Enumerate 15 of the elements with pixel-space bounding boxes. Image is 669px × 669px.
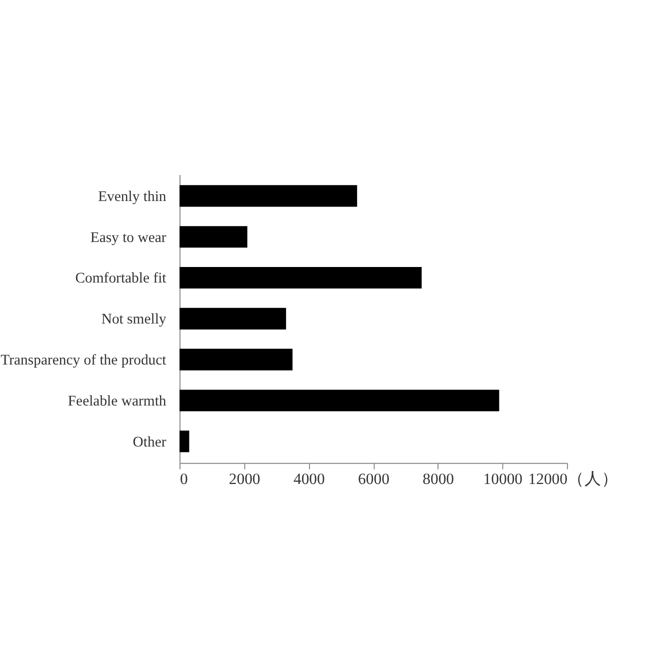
x-axis-title: （人）: [567, 468, 618, 488]
y-tick-label: Easy to wear: [90, 230, 166, 246]
x-tick-label: 6000: [358, 470, 390, 488]
y-tick-label: Feelable warmth: [68, 393, 167, 410]
x-tick-label: 12000: [528, 470, 568, 488]
x-tick-label: 10000: [483, 470, 523, 488]
y-tick-label: Other: [132, 434, 166, 450]
x-tick-label: 2000: [228, 470, 260, 488]
y-tick-label: Comfortable fit: [75, 270, 166, 287]
x-tick-label: 0: [180, 470, 188, 488]
x-tick-label: 4000: [293, 470, 326, 488]
y-tick-label: Not smelly: [101, 312, 167, 328]
y-tick-label: Transparency of the product: [0, 352, 166, 368]
x-tick-label: 8000: [422, 470, 454, 488]
y-tick-label: Evenly thin: [98, 188, 167, 205]
